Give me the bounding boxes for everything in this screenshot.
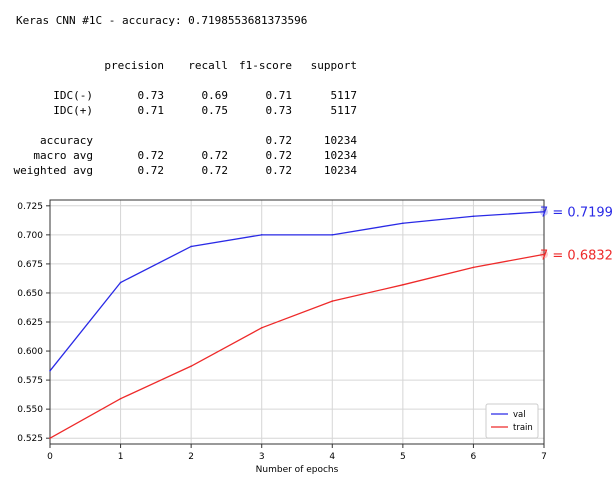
report-cell-precision: 0.72 (137, 149, 165, 162)
x-tick-label: 4 (329, 452, 335, 462)
x-tick-label: 3 (259, 452, 265, 462)
x-tick-label: 0 (47, 452, 53, 462)
data-point-train (331, 300, 334, 302)
x-axis-label: Number of epochs (256, 465, 339, 475)
report-cell-precision: 0.71 (137, 104, 165, 117)
data-point-train (543, 253, 545, 256)
end-value-annotation: 7 = 0.7199 (540, 206, 613, 221)
data-point-val (49, 370, 51, 372)
data-point-train (49, 437, 51, 439)
x-tick-label: 5 (400, 452, 406, 462)
classification-report: Keras CNN #1C - accuracy: 0.719855368137… (0, 0, 616, 190)
data-point-val (260, 234, 263, 236)
legend-box (485, 403, 539, 439)
y-tick-label: 0.700 (17, 231, 43, 241)
report-cell-support: 10234 (323, 149, 357, 162)
data-point-val (543, 210, 545, 213)
y-tick-label: 0.550 (17, 405, 43, 415)
report-cell-recall: 0.72 (201, 149, 229, 162)
legend-label-val: val (513, 410, 526, 420)
data-point-train (472, 266, 475, 269)
report-header-1: precision (104, 59, 164, 72)
report-cell-precision: 0.72 (137, 164, 165, 177)
y-tick-label: 0.675 (17, 260, 43, 270)
data-point-train (190, 365, 192, 367)
x-tick-label: 2 (188, 452, 194, 462)
x-tick-label: 1 (118, 452, 124, 462)
end-value-annotation: 7 = 0.6832 (540, 248, 613, 263)
report-cell-recall: 0.75 (201, 104, 229, 117)
report-cell-support: 5117 (330, 104, 358, 117)
report-cell-recall: 0.69 (201, 89, 229, 102)
report-cell-f1: 0.73 (265, 104, 293, 117)
report-cell-f1: 0.72 (265, 164, 293, 177)
data-point-val (472, 215, 475, 218)
data-point-val (119, 281, 122, 284)
report-cell-f1: 0.72 (265, 134, 293, 147)
end-marker-train (540, 250, 548, 259)
report-row-label: macro avg (33, 149, 93, 162)
data-point-train (402, 284, 404, 286)
accuracy-line-chart: 0 1 2 3 4 5 6 7 0.525 0.550 0.575 0.600 0.625 0.650 0.… (17, 199, 613, 475)
report-header-4: support (310, 59, 357, 72)
report-title: Keras CNN #1C - accuracy: 0.719855368137… (16, 14, 308, 27)
series-line-train (49, 253, 545, 439)
data-point-train (260, 327, 263, 329)
report-cell-support: 10234 (323, 164, 357, 177)
report-cell-recall: 0.72 (201, 164, 229, 177)
legend-label-train: train (513, 423, 533, 433)
x-tick-label: 7 (541, 452, 547, 462)
report-cell-f1: 0.72 (265, 149, 293, 162)
y-tick-label: 0.525 (17, 434, 43, 444)
y-tick-label: 0.725 (17, 202, 43, 212)
y-tick-label: 0.575 (17, 376, 43, 386)
y-tick-label: 0.600 (17, 347, 43, 357)
data-point-val (190, 245, 192, 248)
report-row-label: IDC(-) (53, 89, 93, 102)
y-tick-label: 0.650 (17, 289, 43, 299)
report-row-label: IDC(+) (53, 104, 93, 117)
report-cell-support: 5117 (330, 89, 358, 102)
data-point-val (402, 222, 404, 225)
report-row-label: accuracy (40, 134, 93, 147)
data-point-val (331, 234, 334, 236)
report-cell-support: 10234 (323, 134, 357, 147)
data-point-train (119, 397, 122, 400)
y-tick-label: 0.625 (17, 318, 43, 328)
end-marker-val (540, 207, 548, 216)
x-tick-label: 6 (471, 452, 477, 462)
report-cell-f1: 0.71 (265, 89, 293, 102)
report-cell-precision: 0.73 (137, 89, 165, 102)
report-header-3: f1-score (239, 59, 292, 72)
series-line-val (49, 211, 545, 372)
report-row-label: weighted avg (13, 164, 93, 177)
report-header-2: recall (188, 59, 228, 72)
